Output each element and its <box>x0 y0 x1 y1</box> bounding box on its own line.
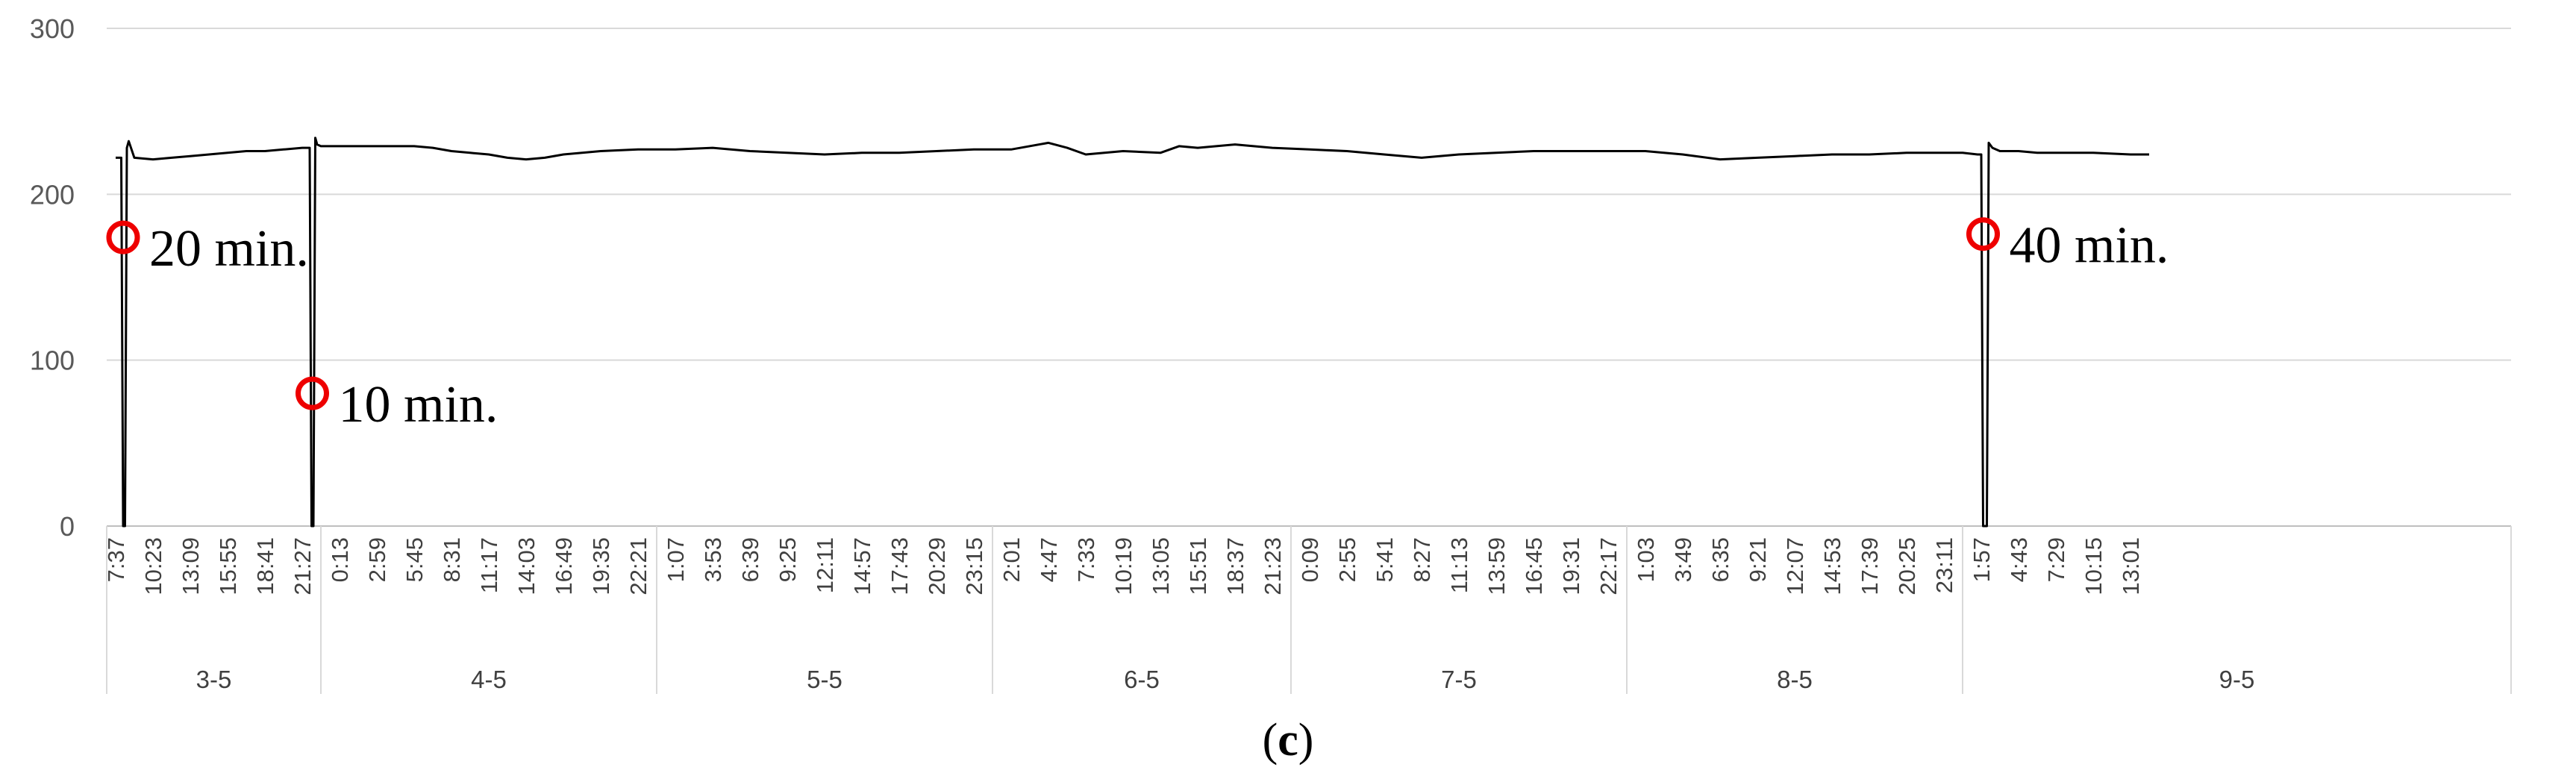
x-tick-label: 10:15 <box>2081 537 2107 595</box>
x-tick-label: 3:53 <box>700 537 726 582</box>
annotations: 20 min. 10 min. 40 min. <box>106 217 2169 434</box>
x-tick-label: 12:11 <box>812 537 838 593</box>
x-tick-label: 13:09 <box>178 537 204 595</box>
x-tick-label: 12:07 <box>1782 537 1808 595</box>
gridlines <box>107 28 2511 527</box>
x-tick-label: 14:57 <box>849 537 875 595</box>
annotation-label: 40 min. <box>2010 217 2169 275</box>
x-tick-label: 7:33 <box>1073 537 1099 582</box>
x-tick-label: 15:55 <box>215 537 241 595</box>
x-tick-label: 5:45 <box>401 537 428 582</box>
x-tick-label: 0:09 <box>1297 537 1323 582</box>
x-tick-label: 10:23 <box>140 537 166 595</box>
y-tick-label-200: 200 <box>30 179 75 210</box>
x-tick-label: 20:29 <box>924 537 950 595</box>
annotation-marker <box>296 376 329 410</box>
y-tick-label-0: 0 <box>60 511 75 542</box>
x-tick-label: 1:07 <box>663 537 689 582</box>
x-tick-label: 20:25 <box>1894 537 1920 595</box>
x-tick-label: 9:25 <box>775 537 801 582</box>
x-tick-label: 23:11 <box>1931 537 1957 593</box>
x-tick-label: 14:03 <box>513 537 540 595</box>
x-tick-label: 13:59 <box>1484 537 1510 595</box>
x-tick-label: 6:35 <box>1707 537 1734 582</box>
x-tick-label: 1:03 <box>1633 537 1659 582</box>
day-label-8-5: 8-5 <box>1777 666 1813 693</box>
x-tick-label: 8:31 <box>439 537 465 582</box>
panel-label-letter: c <box>1278 715 1298 766</box>
x-tick-label: 13:01 <box>2118 537 2144 595</box>
series-layer <box>116 137 2149 528</box>
day-label-9-5: 9-5 <box>2219 666 2255 693</box>
x-tick-label: 19:35 <box>588 537 614 595</box>
x-tick-label: 9:21 <box>1745 537 1771 582</box>
x-tick-label: 2:55 <box>1334 537 1360 582</box>
x-tick-label: 10:19 <box>1110 537 1137 595</box>
x-tick-label: 23:15 <box>961 537 987 595</box>
x-tick-label: 16:49 <box>551 537 577 595</box>
x-tick-label: 2:59 <box>364 537 390 582</box>
y-axis-tick-labels: 0 100 200 300 <box>30 13 75 542</box>
x-tick-label: 4:47 <box>1036 537 1062 582</box>
x-tick-label: 1:57 <box>1969 537 1995 582</box>
x-tick-label: 21:27 <box>290 537 316 595</box>
annotation-label: 10 min. <box>339 376 498 434</box>
x-tick-label: 7:29 <box>2043 537 2069 582</box>
day-label-6-5: 6-5 <box>1124 666 1160 693</box>
x-tick-label: 8:27 <box>1409 537 1435 582</box>
x-tick-label: 3:49 <box>1670 537 1696 582</box>
x-tick-label: 17:39 <box>1857 537 1883 595</box>
x-tick-label: 13:05 <box>1148 537 1174 595</box>
x-tick-label: 18:41 <box>252 537 278 595</box>
x-tick-label: 18:37 <box>1222 537 1248 595</box>
annotation-marker <box>1966 217 2000 251</box>
annotation-label: 20 min. <box>149 220 309 278</box>
x-tick-label: 14:53 <box>1819 537 1845 595</box>
x-tick-label: 5:41 <box>1372 537 1398 582</box>
x-tick-label: 11:17 <box>476 537 502 593</box>
annotation-marker <box>106 220 140 254</box>
day-label-7-5: 7-5 <box>1441 666 1477 693</box>
x-tick-label: 2:01 <box>998 537 1025 582</box>
y-tick-label-100: 100 <box>30 345 75 376</box>
panel-label: (c) <box>1263 715 1314 766</box>
x-tick-label: 21:23 <box>1260 537 1286 595</box>
x-axis: 7:37 10:23 13:09 15:55 18:41 21:27 0:13 2:59 5:4… <box>103 537 2144 595</box>
day-label-4-5: 4-5 <box>471 666 507 693</box>
x-tick-label: 19:31 <box>1558 537 1584 595</box>
y-tick-label-300: 300 <box>30 13 75 44</box>
x-tick-label: 0:13 <box>327 537 353 582</box>
x-tick-label: 4:43 <box>2006 537 2032 582</box>
day-axis: 3-5 4-5 5-5 6-5 7-5 8-5 9-5 <box>106 526 2512 694</box>
x-tick-label: 17:43 <box>887 537 913 595</box>
x-tick-label: 11:13 <box>1446 537 1472 593</box>
series-line-0 <box>116 137 2149 528</box>
x-tick-label: 15:51 <box>1185 537 1211 595</box>
x-tick-label: 22:17 <box>1595 537 1622 595</box>
day-label-5-5: 5-5 <box>807 666 842 693</box>
x-tick-label: 6:39 <box>737 537 763 582</box>
x-tick-label: 16:45 <box>1521 537 1547 595</box>
x-tick-label: 22:21 <box>625 537 651 595</box>
day-label-3-5: 3-5 <box>196 666 232 693</box>
